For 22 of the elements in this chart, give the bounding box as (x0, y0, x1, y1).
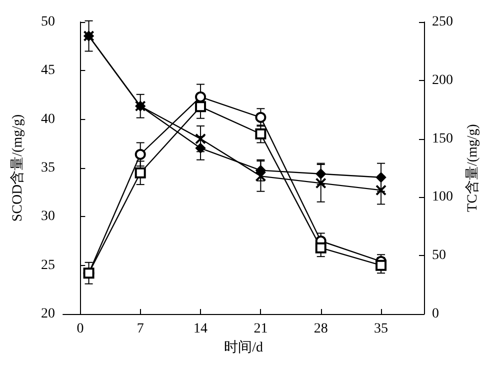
y2-tick-label: 150 (432, 131, 453, 146)
y-axis-title: SCOD含量/(mg/g) (10, 114, 26, 222)
y2-tick-label: 200 (432, 72, 453, 88)
y2-axis-title: TC含量/(mg/g) (464, 124, 480, 212)
x-tick-label: 0 (76, 322, 84, 336)
y2-tick-label: 100 (432, 190, 453, 205)
y-tick-label: 35 (41, 160, 55, 176)
y-tick-label: 25 (41, 258, 55, 273)
y-tick-label: 50 (41, 14, 55, 30)
y2-tick-label: 0 (432, 306, 439, 322)
x-tick-label: 35 (374, 322, 388, 336)
x-tick-label: 14 (194, 322, 208, 336)
x-tick-label: 21 (254, 322, 268, 336)
y2-tick-label: 50 (432, 248, 446, 264)
y-tick-label: 20 (41, 306, 55, 322)
x-tick-label: 28 (314, 322, 328, 336)
y-tick-label: 30 (41, 209, 55, 224)
y2-tick-label: 250 (432, 14, 453, 30)
x-axis-title: 时间/d (224, 339, 263, 356)
y-tick-label: 45 (41, 63, 55, 78)
y-tick-label: 40 (41, 112, 55, 127)
x-tick-label: 7 (136, 322, 144, 336)
